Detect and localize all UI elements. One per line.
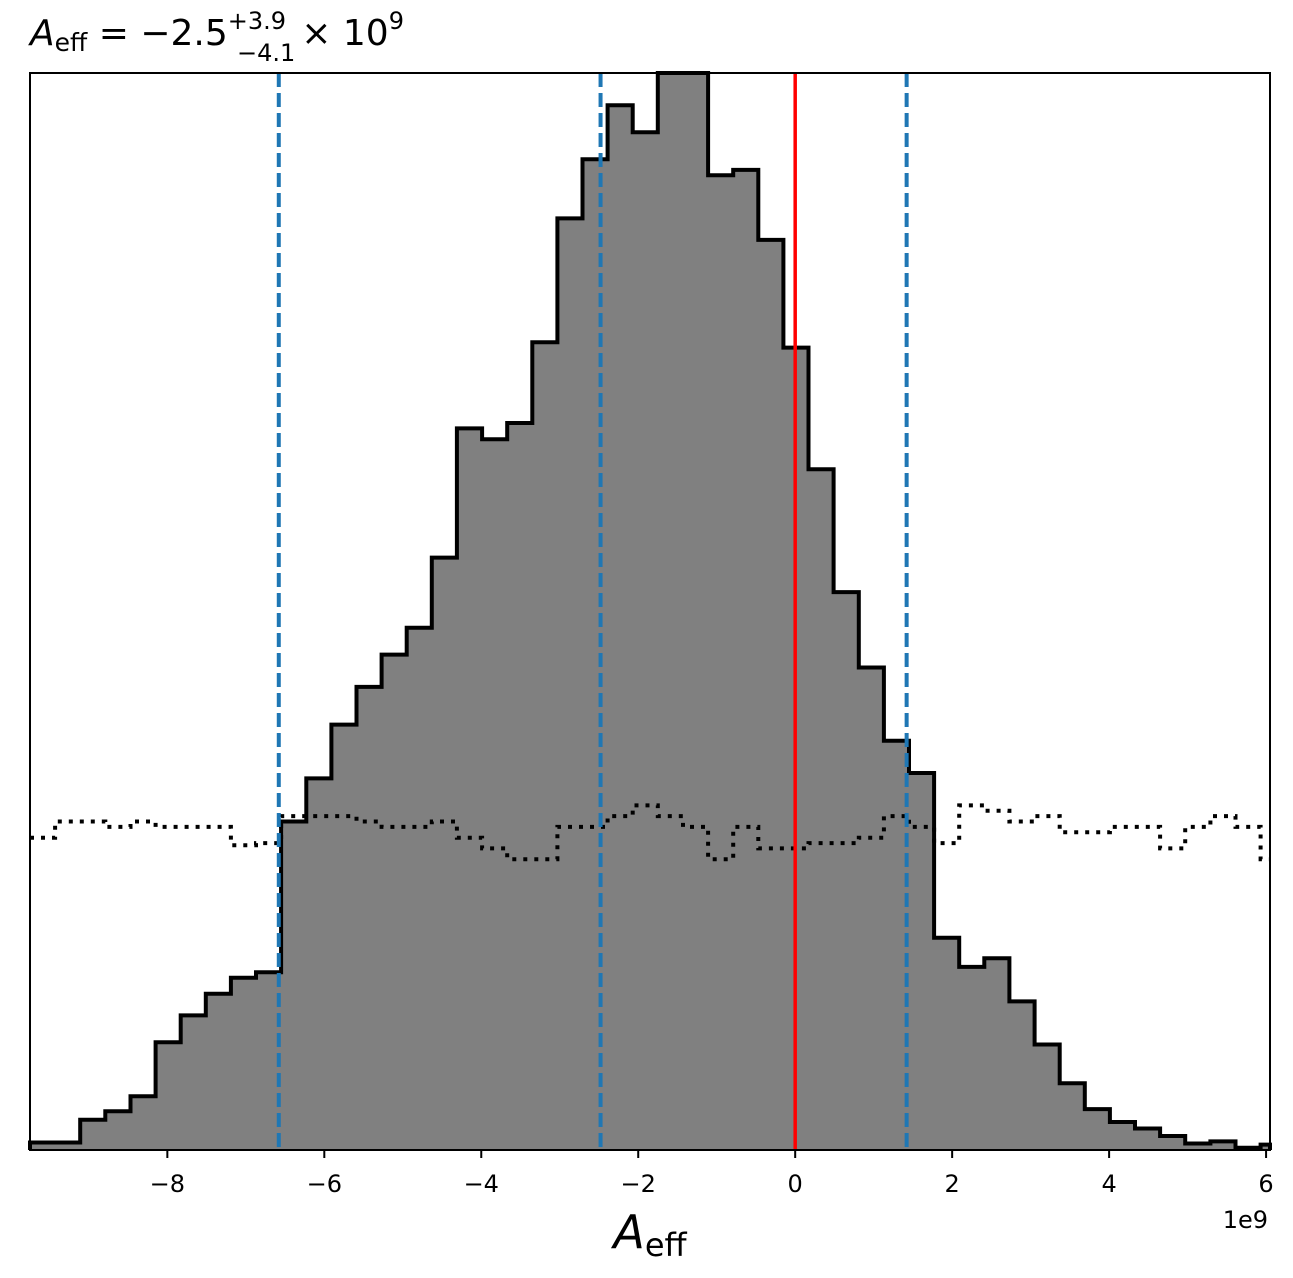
x-tick-label: −4 [464, 1170, 499, 1198]
posterior-bar [431, 557, 458, 1150]
posterior-bar [607, 105, 634, 1150]
posterior-bar [507, 423, 533, 1150]
posterior-bar [80, 1119, 106, 1150]
posterior-bar [557, 218, 584, 1150]
posterior-bar [632, 132, 659, 1151]
posterior-bar [205, 993, 232, 1150]
posterior-bar [482, 439, 508, 1150]
x-tick-label: 0 [788, 1170, 803, 1198]
prior-outline [30, 803, 1270, 862]
posterior-bar [1084, 1109, 1111, 1150]
posterior-bar [1059, 1083, 1086, 1150]
posterior-bar [406, 627, 433, 1150]
posterior-bar [984, 958, 1010, 1150]
posterior-bar [858, 667, 885, 1150]
x-axis-offset-text: 1e9 [1223, 1206, 1268, 1234]
posterior-bar [808, 469, 835, 1150]
posterior-bar [708, 175, 734, 1150]
posterior-bar [1135, 1128, 1161, 1150]
posterior-bar [1109, 1121, 1136, 1150]
chart-title: Aeff = −2.5+3.9 −4.1 × 109 [28, 7, 404, 67]
posterior-bar [456, 428, 483, 1150]
axes-frame [29, 72, 1271, 1151]
posterior-bar [934, 937, 960, 1150]
posterior-bar [1160, 1135, 1186, 1150]
x-tick-label: 4 [1101, 1170, 1116, 1198]
posterior-bar [908, 773, 935, 1150]
posterior-bar [1185, 1143, 1211, 1150]
posterior-bar [582, 159, 609, 1150]
posterior-bar [657, 73, 684, 1150]
posterior-bar [105, 1111, 131, 1150]
posterior-bar [959, 966, 985, 1150]
plot-area [28, 71, 1272, 1151]
posterior-bar [758, 239, 784, 1150]
posterior-bar [1034, 1044, 1061, 1150]
posterior-bar [180, 1015, 207, 1150]
posterior-bar [532, 342, 558, 1150]
posterior-bar [331, 724, 357, 1150]
x-tick-label: −2 [621, 1170, 656, 1198]
posterior-bar [281, 821, 307, 1150]
x-tick-label: −8 [150, 1170, 185, 1198]
posterior-bar [30, 1142, 56, 1150]
posterior-bar [55, 1142, 81, 1150]
posterior-bar [130, 1096, 157, 1150]
posterior-bar [733, 169, 759, 1150]
x-tick-label: 2 [945, 1170, 960, 1198]
posterior-bar [230, 977, 257, 1150]
x-axis-ticks: −8 −6 −4 −2 0 2 4 6 [150, 1150, 1274, 1198]
posterior-bar [155, 1042, 182, 1150]
posterior-bar [682, 73, 709, 1150]
posterior-bar [306, 778, 332, 1150]
posterior-bar [356, 686, 383, 1150]
posterior-bar [833, 592, 860, 1150]
posterior-bar [1260, 1144, 1271, 1150]
posterior-bar [1009, 1001, 1036, 1150]
x-tick-label: 6 [1258, 1170, 1273, 1198]
x-axis-label: Aeff [610, 1205, 687, 1264]
posterior-bar [381, 654, 408, 1150]
posterior-bar [1210, 1141, 1236, 1150]
x-tick-label: −6 [307, 1170, 342, 1198]
